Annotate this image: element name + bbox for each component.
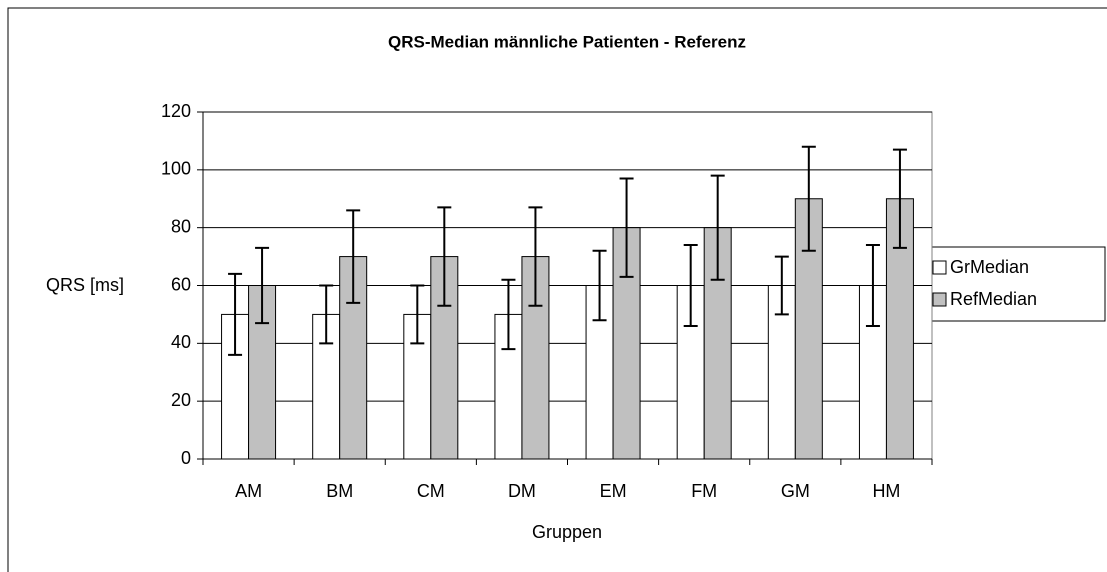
- legend-label: GrMedian: [950, 257, 1029, 277]
- error-bar: [774, 255, 789, 316]
- error-bar: [228, 272, 243, 356]
- x-tick-label: AM: [235, 481, 262, 501]
- x-tick-label: BM: [326, 481, 353, 501]
- error-bar: [410, 284, 425, 345]
- error-bar: [346, 209, 361, 304]
- y-tick-label: 40: [171, 332, 191, 352]
- x-tick-label: CM: [417, 481, 445, 501]
- x-tick-label: FM: [691, 481, 717, 501]
- legend-box: [926, 246, 1106, 322]
- error-bar: [801, 145, 816, 252]
- error-bar: [710, 174, 725, 281]
- x-tick-label: EM: [600, 481, 627, 501]
- error-bar: [683, 244, 698, 327]
- y-tick-label: 60: [171, 274, 191, 294]
- chart-title: QRS-Median männliche Patienten - Referen…: [388, 32, 746, 51]
- legend-swatch: [932, 260, 947, 275]
- y-tick-label: 80: [171, 216, 191, 236]
- x-tick-label: GM: [781, 481, 810, 501]
- error-bar: [255, 246, 270, 325]
- error-bar: [501, 278, 516, 351]
- x-axis-label: Gruppen: [532, 522, 602, 542]
- error-bar: [865, 244, 880, 327]
- error-bar: [892, 148, 907, 249]
- error-bar: [619, 177, 634, 278]
- bar: [312, 313, 341, 460]
- error-bar: [437, 206, 452, 307]
- y-tick-label: 120: [161, 101, 191, 121]
- x-tick-label: HM: [872, 481, 900, 501]
- legend-label: RefMedian: [950, 289, 1037, 309]
- y-tick-label: 100: [161, 159, 191, 179]
- legend-swatch: [932, 292, 947, 307]
- error-bar: [528, 206, 543, 307]
- y-axis-label: QRS [ms]: [46, 275, 124, 295]
- x-tick-label: DM: [508, 481, 536, 501]
- y-tick-label: 0: [181, 448, 191, 468]
- error-bar: [592, 249, 607, 322]
- y-tick-label: 20: [171, 390, 191, 410]
- error-bar: [319, 284, 334, 345]
